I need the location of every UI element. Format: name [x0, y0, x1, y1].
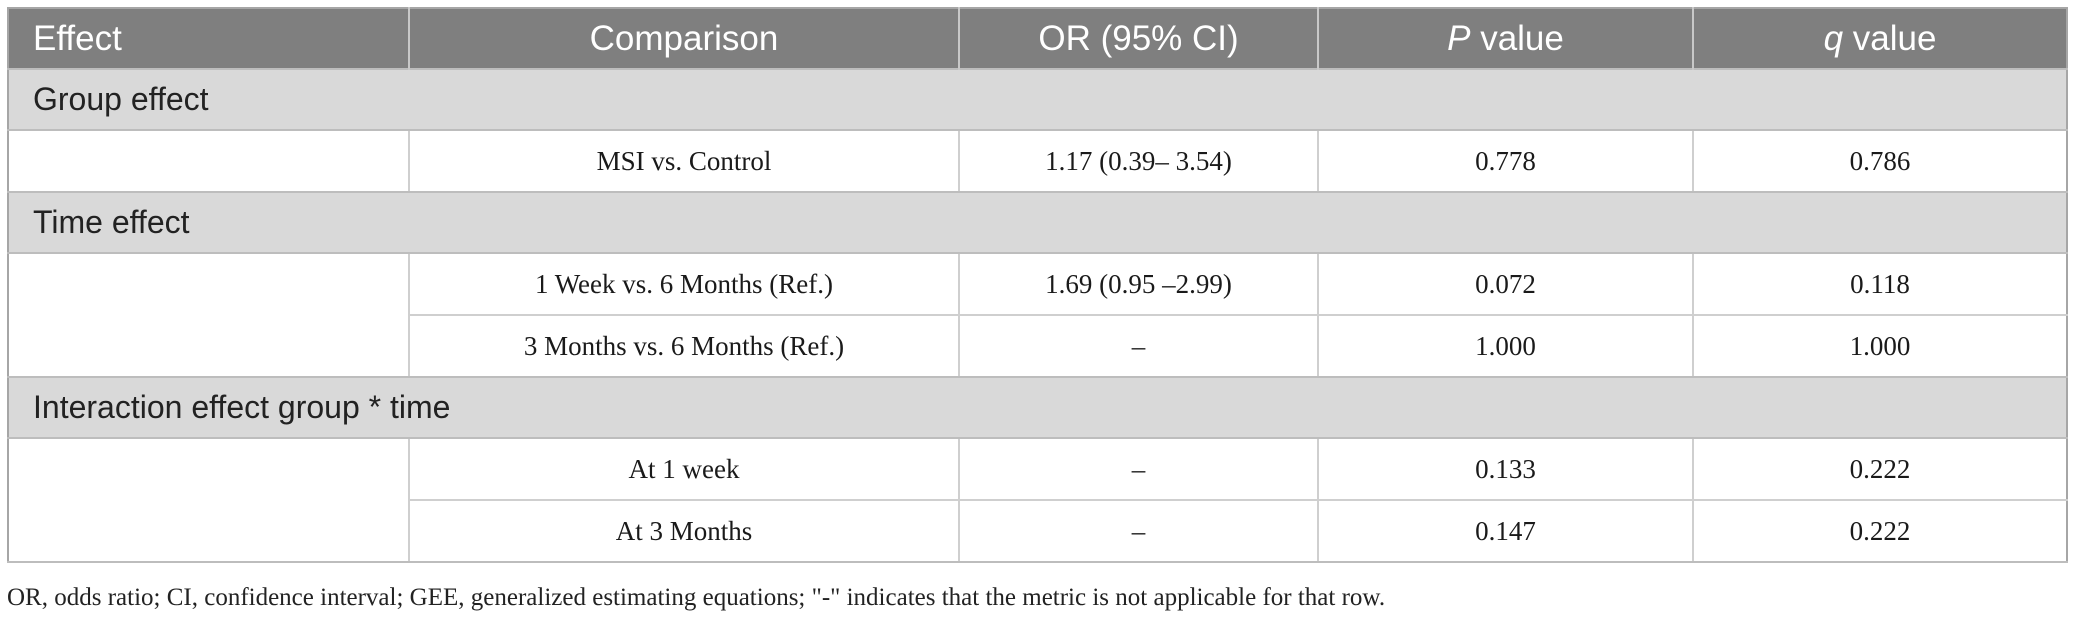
header-p-italic: P [1447, 18, 1471, 58]
section-title: Interaction effect group * time [8, 376, 2067, 439]
p-value-cell: 0.133 [1318, 438, 1694, 501]
table-row: 3 Months vs. 6 Months (Ref.) – 1.000 1.0… [8, 315, 2067, 378]
or-ci-cell: – [959, 438, 1319, 501]
q-value-cell: 0.786 [1693, 130, 2067, 193]
table-row: MSI vs. Control 1.17 (0.39– 3.54) 0.778 … [8, 130, 2067, 193]
effect-cell [8, 438, 410, 500]
p-value-cell: 0.072 [1318, 253, 1694, 316]
header-p-rest: value [1470, 18, 1564, 58]
comparison-cell: 3 Months vs. 6 Months (Ref.) [409, 315, 960, 378]
or-ci-cell: 1.17 (0.39– 3.54) [959, 130, 1319, 193]
section-row-interaction-effect: Interaction effect group * time [8, 376, 2067, 439]
header-q-value: q value [1693, 8, 2067, 69]
header-p-value: P value [1318, 8, 1694, 69]
section-title: Time effect [8, 191, 2067, 254]
header-or-ci: OR (95% CI) [959, 8, 1319, 69]
table-row: At 3 Months – 0.147 0.222 [8, 500, 2067, 563]
section-row-group-effect: Group effect [8, 68, 2067, 131]
or-ci-cell: 1.69 (0.95 –2.99) [959, 253, 1319, 316]
effect-cell [8, 500, 410, 563]
table-body: Group effect MSI vs. Control 1.17 (0.39–… [8, 68, 2067, 563]
effect-cell [8, 253, 410, 315]
p-value-cell: 0.778 [1318, 130, 1694, 193]
or-ci-cell: – [959, 500, 1319, 563]
q-value-cell: 1.000 [1693, 315, 2067, 378]
header-q-rest: value [1843, 18, 1937, 58]
section-title: Group effect [8, 68, 2067, 131]
p-value-cell: 1.000 [1318, 315, 1694, 378]
table-footnote: OR, odds ratio; CI, confidence interval;… [7, 584, 1386, 611]
q-value-cell: 0.118 [1693, 253, 2067, 316]
comparison-cell: 1 Week vs. 6 Months (Ref.) [409, 253, 960, 316]
comparison-cell: At 1 week [409, 438, 960, 501]
effect-cell [8, 315, 410, 378]
comparison-cell: MSI vs. Control [409, 130, 960, 193]
table-header: Effect Comparison OR (95% CI) P value q … [8, 8, 2067, 69]
header-comparison: Comparison [409, 8, 960, 69]
results-table: Effect Comparison OR (95% CI) P value q … [7, 7, 2068, 563]
header-row: Effect Comparison OR (95% CI) P value q … [8, 8, 2067, 69]
or-ci-cell: – [959, 315, 1319, 378]
results-table-container: Effect Comparison OR (95% CI) P value q … [7, 7, 2068, 563]
p-value-cell: 0.147 [1318, 500, 1694, 563]
section-row-time-effect: Time effect [8, 191, 2067, 254]
table-row: At 1 week – 0.133 0.222 [8, 438, 2067, 501]
header-q-italic: q [1823, 18, 1844, 58]
q-value-cell: 0.222 [1693, 438, 2067, 501]
header-effect: Effect [8, 8, 410, 69]
comparison-cell: At 3 Months [409, 500, 960, 563]
q-value-cell: 0.222 [1693, 500, 2067, 563]
effect-cell [8, 130, 410, 193]
table-row: 1 Week vs. 6 Months (Ref.) 1.69 (0.95 –2… [8, 253, 2067, 316]
